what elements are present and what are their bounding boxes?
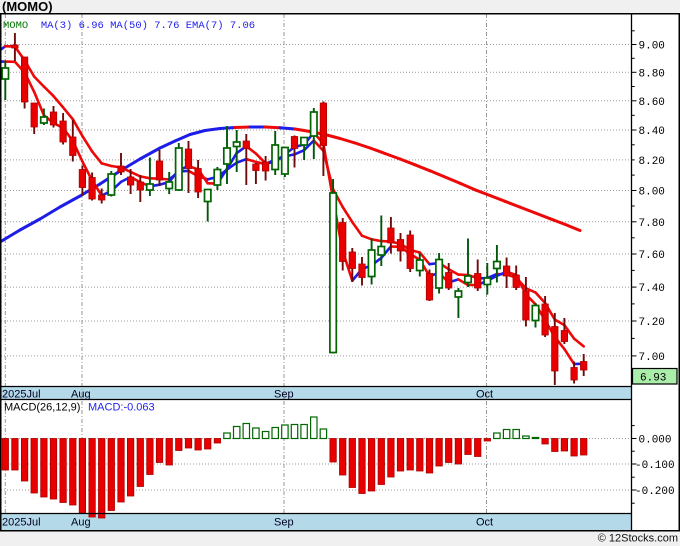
svg-text:8.40: 8.40 xyxy=(639,126,665,138)
svg-text:9.00: 9.00 xyxy=(639,41,665,53)
svg-text:6.93: 6.93 xyxy=(640,373,666,385)
svg-text:Sep: Sep xyxy=(274,389,294,401)
svg-text:7.00: 7.00 xyxy=(639,352,665,364)
svg-text:Aug: Aug xyxy=(71,517,91,529)
svg-text:2025Jul: 2025Jul xyxy=(2,389,41,401)
svg-text:7.80: 7.80 xyxy=(639,218,665,230)
svg-text:8.80: 8.80 xyxy=(639,68,665,80)
svg-text:7.20: 7.20 xyxy=(639,317,665,329)
svg-text:Oct: Oct xyxy=(476,389,493,401)
svg-text:MOMO MA(3) 6.96 MA(50) 7.76 E: MOMO MA(3) 6.96 MA(50) 7.76 EMA(7) 7.06 xyxy=(3,20,255,32)
svg-text:© 12Stocks.com: © 12Stocks.com xyxy=(598,533,678,545)
svg-text:MACD:-0.063: MACD:-0.063 xyxy=(88,402,155,414)
svg-text:-0.200: -0.200 xyxy=(635,486,675,498)
svg-text:8.00: 8.00 xyxy=(639,187,665,199)
svg-text:0.000: 0.000 xyxy=(639,435,672,447)
svg-text:-0.100: -0.100 xyxy=(635,460,675,472)
svg-text:7.60: 7.60 xyxy=(639,250,665,262)
svg-text:8.60: 8.60 xyxy=(639,97,665,109)
svg-text:(MOMO): (MOMO) xyxy=(2,0,53,14)
svg-text:Aug: Aug xyxy=(71,389,91,401)
svg-text:2025Jul: 2025Jul xyxy=(2,517,41,529)
svg-text:8.20: 8.20 xyxy=(639,156,665,168)
svg-text:Oct: Oct xyxy=(476,517,493,529)
svg-text:MACD(26,12,9): MACD(26,12,9) xyxy=(4,402,80,414)
svg-text:7.40: 7.40 xyxy=(639,283,665,295)
svg-text:Sep: Sep xyxy=(274,517,294,529)
